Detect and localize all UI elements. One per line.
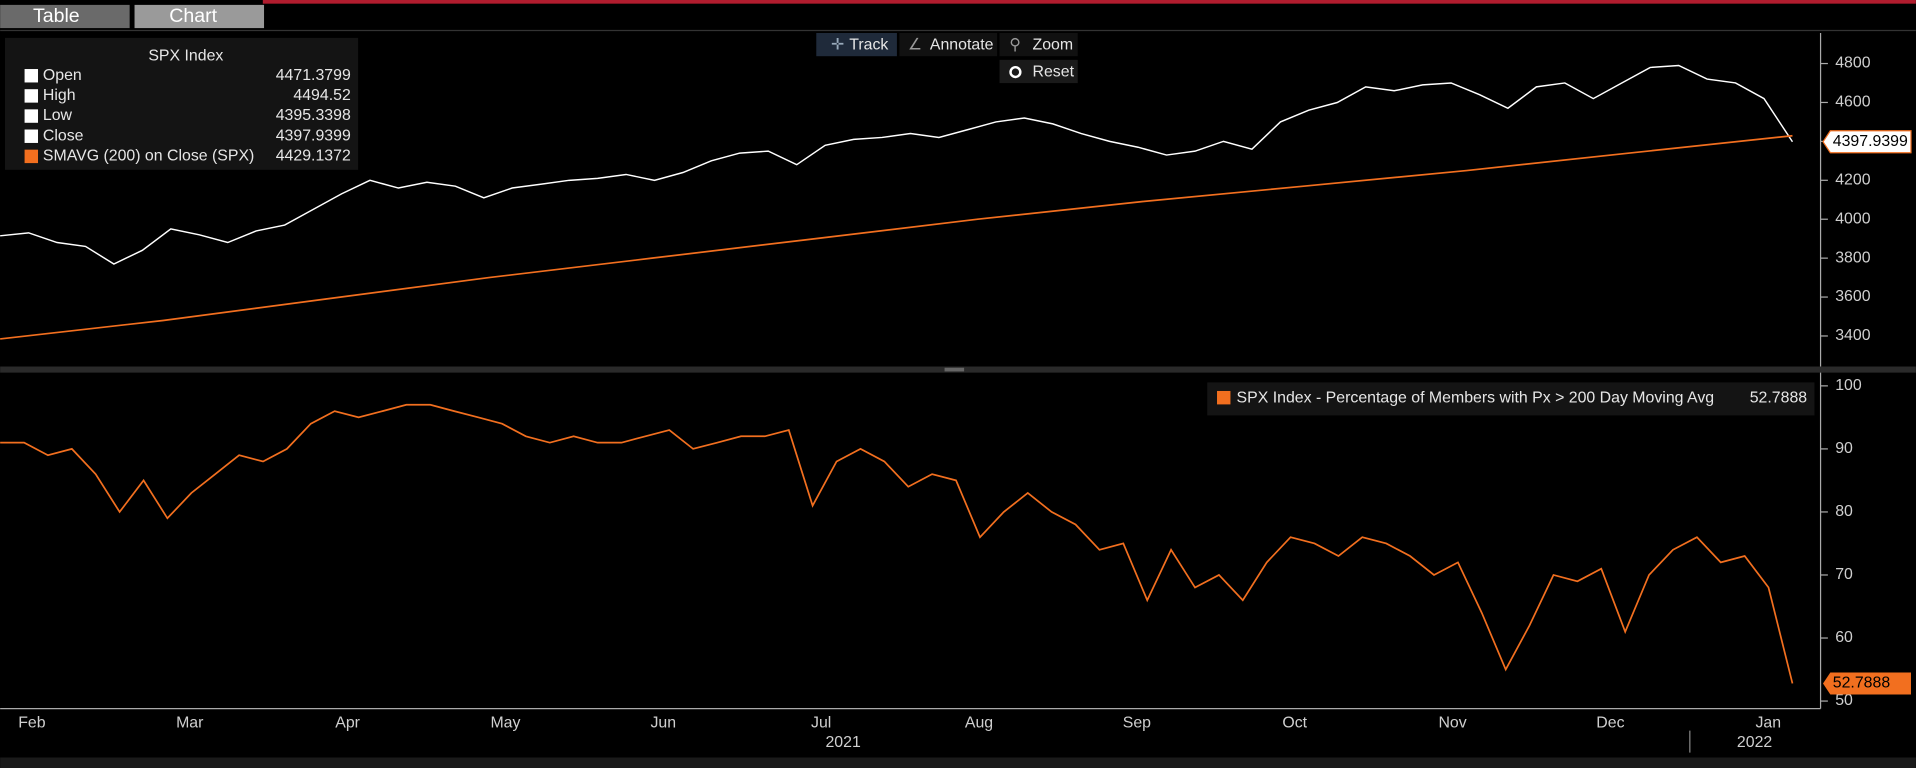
x-tick-label: Jun: [651, 714, 677, 731]
x-tick-label: Jul: [811, 714, 831, 731]
y-tick-label: 80: [1835, 503, 1853, 520]
x-year-label: 2021: [825, 734, 860, 751]
toolbar-label[interactable]: Track: [849, 36, 888, 53]
track-icon: ✛: [831, 36, 844, 53]
legend-label: SPX Index - Percentage of Members with P…: [1237, 389, 1715, 406]
zoom-icon: ⚲: [1009, 36, 1021, 53]
value-tag-label: 52.7888: [1833, 675, 1891, 692]
toolbar-button[interactable]: [899, 32, 998, 57]
y-tick-label: 4800: [1835, 55, 1870, 72]
tab-label[interactable]: Chart: [169, 5, 217, 27]
legend-label: SMAVG (200) on Close (SPX): [43, 148, 254, 165]
legend-swatch: [24, 89, 39, 103]
value-tag-label: 4397.9399: [1833, 133, 1908, 150]
y-tick-label: 4600: [1835, 94, 1870, 111]
series-line: [0, 64, 1794, 265]
legend-value: 4397.9399: [276, 127, 351, 144]
y-tick-label: 3600: [1835, 288, 1870, 305]
x-tick-label: Dec: [1596, 714, 1624, 731]
series-line: [0, 134, 1793, 340]
legend-swatch: [24, 149, 39, 164]
toolbar-label[interactable]: Reset: [1033, 63, 1075, 80]
legend-value: 4494.52: [293, 87, 351, 104]
toolbar-label[interactable]: Annotate: [930, 36, 994, 53]
legend-label: Low: [43, 107, 73, 124]
y-tick-label: 70: [1835, 566, 1853, 583]
y-tick-label: 100: [1835, 377, 1862, 394]
annotate-icon: ∠: [908, 36, 922, 53]
toolbar-button[interactable]: [999, 59, 1078, 84]
y-tick-label: 3400: [1835, 327, 1870, 344]
tab[interactable]: [0, 4, 130, 29]
value-tag: [1822, 130, 1912, 154]
legend-value: 4429.1372: [276, 148, 351, 165]
divider-handle[interactable]: [944, 367, 965, 372]
x-tick-label: Apr: [335, 714, 360, 731]
y-tick-label: 4200: [1835, 171, 1870, 188]
toolbar-button[interactable]: [999, 32, 1078, 57]
value-tag: [1823, 672, 1911, 695]
legend-title: SPX Index: [148, 47, 223, 64]
legend-box: [5, 37, 359, 170]
legend-label: High: [43, 87, 76, 104]
legend-label: Open: [43, 67, 82, 84]
legend-swatch: [24, 109, 39, 123]
legend-swatch: [24, 69, 39, 83]
x-tick-label: Oct: [1282, 714, 1307, 731]
y-tick-label: 3800: [1835, 249, 1870, 266]
legend-value: 4395.3398: [276, 107, 351, 124]
bottom-bar: [0, 757, 1916, 768]
tab[interactable]: [134, 4, 265, 29]
legend-box: [1207, 382, 1815, 416]
x-year-label: 2022: [1737, 734, 1772, 751]
y-tick-label: 60: [1835, 629, 1853, 646]
legend-swatch: [24, 129, 39, 143]
y-tick-label: 90: [1835, 440, 1853, 457]
x-tick-label: Mar: [176, 714, 204, 731]
top-bar: [262, 0, 1916, 4]
legend-value: 52.7888: [1750, 389, 1808, 406]
legend-label: Close: [43, 127, 84, 144]
y-tick-label: 4000: [1835, 210, 1870, 227]
x-tick-label: Nov: [1438, 714, 1466, 731]
reset-icon: [1009, 65, 1022, 79]
x-tick-label: Aug: [965, 714, 993, 731]
series-line: [0, 403, 1794, 684]
toolbar-button[interactable]: [816, 32, 897, 57]
x-tick-label: Feb: [18, 714, 46, 731]
legend-swatch: [1217, 390, 1231, 405]
toolbar-label[interactable]: Zoom: [1033, 36, 1074, 53]
legend-value: 4471.3799: [276, 67, 351, 84]
x-tick-label: Jan: [1755, 714, 1781, 731]
x-tick-label: Sep: [1123, 714, 1151, 731]
tab-label[interactable]: Table: [33, 5, 80, 27]
x-tick-label: May: [490, 714, 520, 731]
y-tick-label: 50: [1835, 692, 1853, 709]
